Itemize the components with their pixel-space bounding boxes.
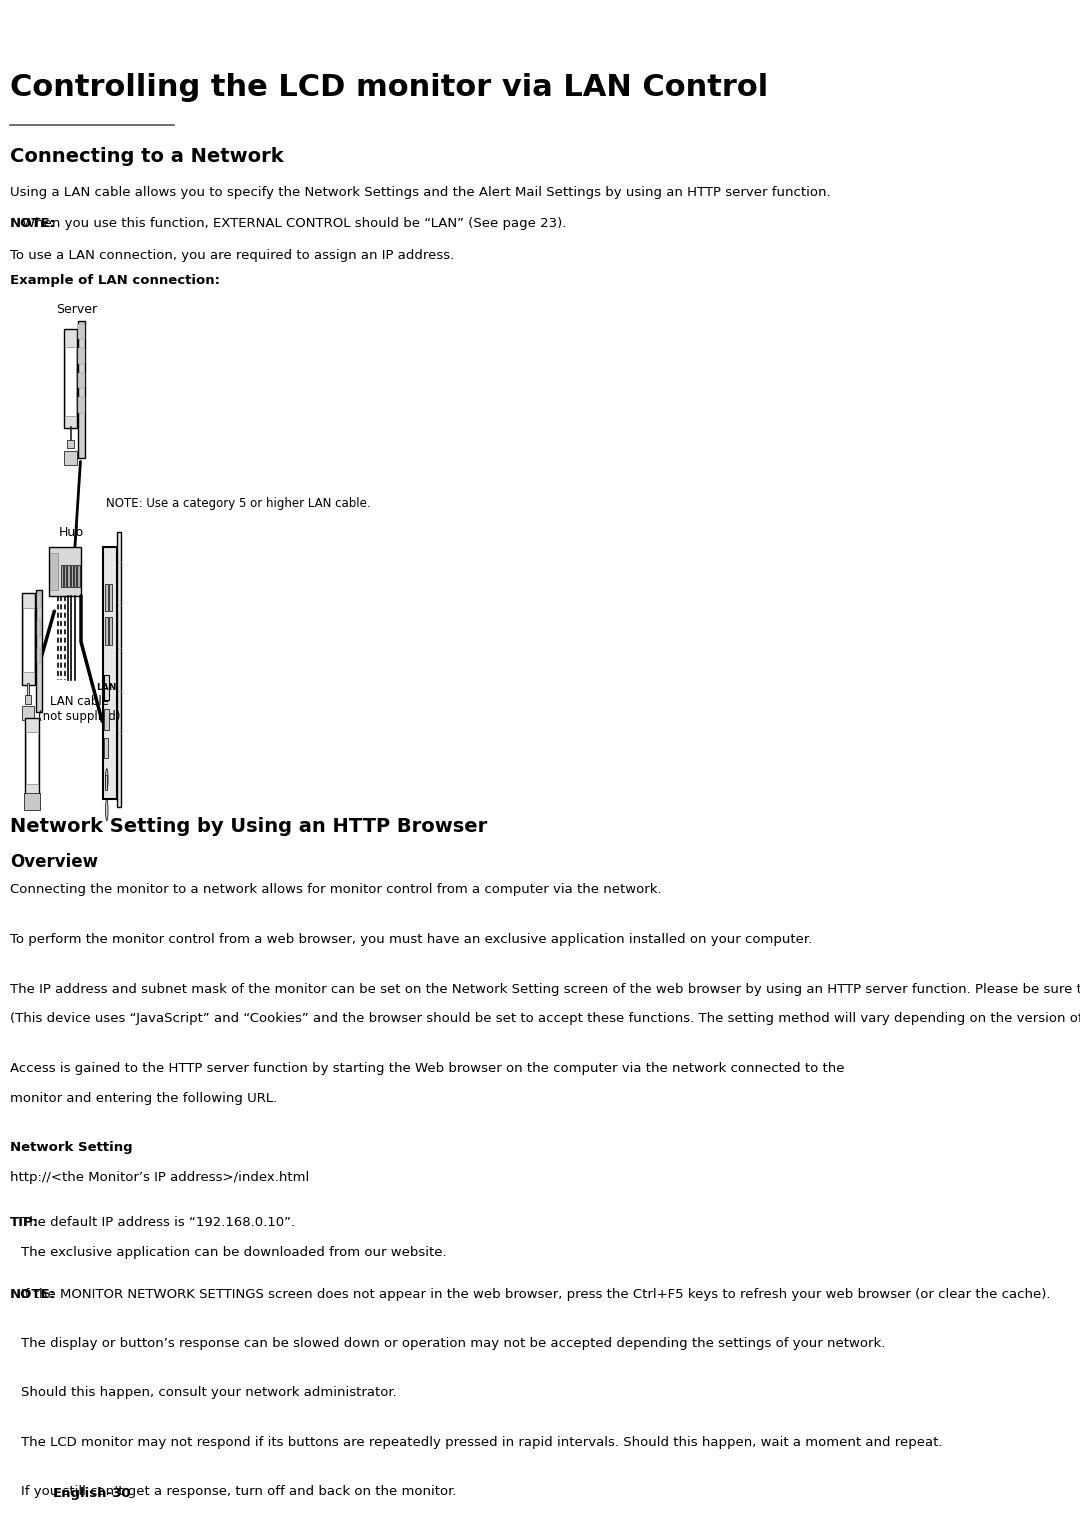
- Text: Using a LAN cable allows you to specify the Network Settings and the Alert Mail : Using a LAN cable allows you to specify …: [10, 186, 831, 200]
- Bar: [104, 675, 109, 700]
- Text: LAN: LAN: [96, 683, 117, 692]
- Bar: [79, 397, 84, 413]
- Text: Connecting to a Network: Connecting to a Network: [10, 147, 284, 165]
- Bar: [70, 565, 73, 587]
- Bar: [79, 324, 84, 339]
- Text: To use a LAN connection, you are required to assign an IP address.: To use a LAN connection, you are require…: [10, 249, 455, 263]
- Bar: [50, 553, 58, 590]
- Text: Access is gained to the HTTP server function by starting the Web browser on the : Access is gained to the HTTP server func…: [10, 1062, 845, 1076]
- Text: When you use this function, EXTERNAL CONTROL should be “LAN” (See page 23).: When you use this function, EXTERNAL CON…: [22, 217, 566, 231]
- Bar: [109, 584, 112, 611]
- Bar: [37, 620, 41, 636]
- Bar: [37, 648, 41, 663]
- Bar: [37, 590, 42, 712]
- Text: Hub: Hub: [59, 526, 84, 539]
- Text: If the MONITOR NETWORK SETTINGS screen does not appear in the web browser, press: If the MONITOR NETWORK SETTINGS screen d…: [22, 1288, 1051, 1302]
- Text: Example of LAN connection:: Example of LAN connection:: [10, 274, 220, 287]
- Text: TIP:: TIP:: [10, 1216, 39, 1230]
- Bar: [25, 793, 40, 810]
- Bar: [67, 440, 73, 448]
- Bar: [104, 709, 109, 730]
- Bar: [26, 718, 39, 795]
- Bar: [75, 565, 77, 587]
- Text: The LCD monitor may not respond if its buttons are repeatedly pressed in rapid i: The LCD monitor may not respond if its b…: [22, 1436, 943, 1449]
- Bar: [64, 329, 78, 428]
- Bar: [64, 565, 67, 587]
- Bar: [67, 565, 70, 587]
- Bar: [105, 617, 108, 645]
- Bar: [22, 593, 35, 685]
- Bar: [65, 347, 77, 416]
- Text: (This device uses “JavaScript” and “Cookies” and the browser should be set to ac: (This device uses “JavaScript” and “Cook…: [10, 1012, 1080, 1025]
- Text: If you still can’t get a response, turn off and back on the monitor.: If you still can’t get a response, turn …: [22, 1485, 457, 1497]
- Bar: [60, 565, 63, 587]
- Text: The IP address and subnet mask of the monitor can be set on the Network Setting : The IP address and subnet mask of the mo…: [10, 983, 1080, 996]
- Text: English-30: English-30: [53, 1487, 132, 1500]
- Bar: [49, 547, 81, 596]
- Circle shape: [106, 799, 108, 821]
- Bar: [103, 547, 117, 799]
- Bar: [26, 732, 38, 784]
- Text: Controlling the LCD monitor via LAN Control: Controlling the LCD monitor via LAN Cont…: [10, 73, 768, 102]
- Bar: [105, 775, 107, 790]
- Bar: [104, 738, 108, 758]
- Text: NOTE:: NOTE:: [10, 217, 56, 231]
- Text: The exclusive application can be downloaded from our website.: The exclusive application can be downloa…: [22, 1245, 447, 1259]
- Bar: [37, 593, 41, 608]
- Bar: [109, 617, 112, 645]
- Bar: [70, 426, 71, 442]
- Text: NOTE: Use a category 5 or higher LAN cable.: NOTE: Use a category 5 or higher LAN cab…: [106, 497, 370, 510]
- Text: Network Setting: Network Setting: [10, 1141, 133, 1155]
- Bar: [64, 451, 77, 465]
- Bar: [27, 683, 29, 697]
- Bar: [23, 608, 33, 672]
- Bar: [23, 706, 35, 720]
- Text: http://<the Monitor’s IP address>/index.html: http://<the Monitor’s IP address>/index.…: [10, 1170, 309, 1184]
- Bar: [78, 565, 80, 587]
- Text: NOTE:: NOTE:: [10, 1288, 56, 1302]
- Text: Network Setting by Using an HTTP Browser: Network Setting by Using an HTTP Browser: [10, 817, 487, 836]
- Bar: [25, 695, 31, 704]
- Bar: [78, 321, 85, 458]
- Bar: [79, 373, 84, 388]
- Text: The default IP address is “192.168.0.10”.: The default IP address is “192.168.0.10”…: [22, 1216, 295, 1230]
- Text: Connecting the monitor to a network allows for monitor control from a computer v: Connecting the monitor to a network allo…: [10, 883, 662, 897]
- Text: Overview: Overview: [10, 853, 98, 871]
- Text: Server: Server: [56, 303, 97, 316]
- Bar: [79, 348, 84, 364]
- Text: The display or button’s response can be slowed down or operation may not be acce: The display or button’s response can be …: [22, 1337, 886, 1351]
- Text: monitor and entering the following URL.: monitor and entering the following URL.: [10, 1091, 278, 1105]
- Text: To perform the monitor control from a web browser, you must have an exclusive ap: To perform the monitor control from a we…: [10, 932, 812, 946]
- Text: Should this happen, consult your network administrator.: Should this happen, consult your network…: [22, 1386, 397, 1400]
- Bar: [118, 532, 121, 807]
- Circle shape: [106, 769, 108, 790]
- Text: LAN cable
(not supplied): LAN cable (not supplied): [38, 695, 121, 723]
- Bar: [105, 584, 108, 611]
